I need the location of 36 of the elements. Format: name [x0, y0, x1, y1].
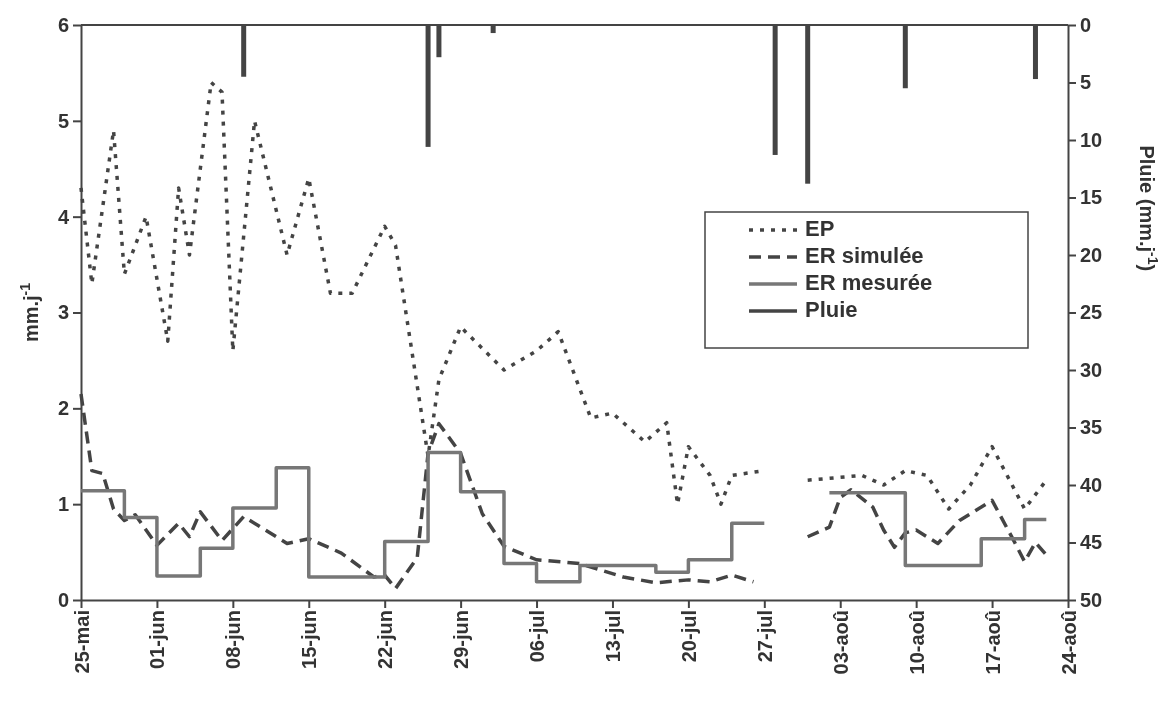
legend-label: Pluie [805, 297, 858, 322]
y-tick-label: 1 [57, 493, 69, 516]
x-tick-label: 25-mai [70, 610, 93, 674]
legend-label: ER mesurée [805, 270, 933, 295]
y-tick-label: 6 [57, 13, 69, 36]
y2-tick-label: 10 [1080, 128, 1103, 151]
y2-tick-label: 5 [1080, 71, 1092, 94]
x-tick-label: 01-jun [146, 610, 169, 669]
y2-tick-label: 25 [1080, 301, 1103, 324]
x-tick-label: 22-jun [374, 610, 397, 669]
y2-tick-label: 15 [1080, 186, 1103, 209]
x-tick-label: 29-jun [450, 610, 473, 669]
y-tick-label: 2 [57, 397, 69, 420]
y2-tick-label: 50 [1080, 588, 1103, 611]
legend-label: ER simulée [805, 243, 924, 268]
y-tick-label: 5 [57, 109, 69, 132]
y-tick-label: 3 [57, 301, 69, 324]
x-tick-label: 20-jul [677, 610, 700, 663]
x-tick-label: 15-jun [298, 610, 321, 669]
x-tick-label: 13-jul [601, 610, 624, 663]
x-tick-label: 17-aoû [981, 610, 1004, 675]
y2-tick-label: 40 [1080, 473, 1103, 496]
legend-label: EP [805, 216, 835, 241]
x-tick-label: 08-jun [222, 610, 245, 669]
x-tick-label: 03-aoû [829, 610, 852, 675]
y2-tick-label: 35 [1080, 416, 1103, 439]
y2-tick-label: 30 [1080, 358, 1103, 381]
x-tick-label: 06-jul [526, 610, 549, 663]
x-tick-label: 27-jul [753, 610, 776, 663]
y2-tick-label: 20 [1080, 243, 1103, 266]
x-tick-label: 24-aoû [1057, 610, 1080, 675]
y2-tick-label: 45 [1080, 531, 1103, 554]
y2-tick-label: 0 [1080, 13, 1092, 36]
y-tick-label: 0 [57, 588, 69, 611]
y-tick-label: 4 [57, 205, 70, 228]
x-tick-label: 10-aoû [905, 610, 928, 675]
